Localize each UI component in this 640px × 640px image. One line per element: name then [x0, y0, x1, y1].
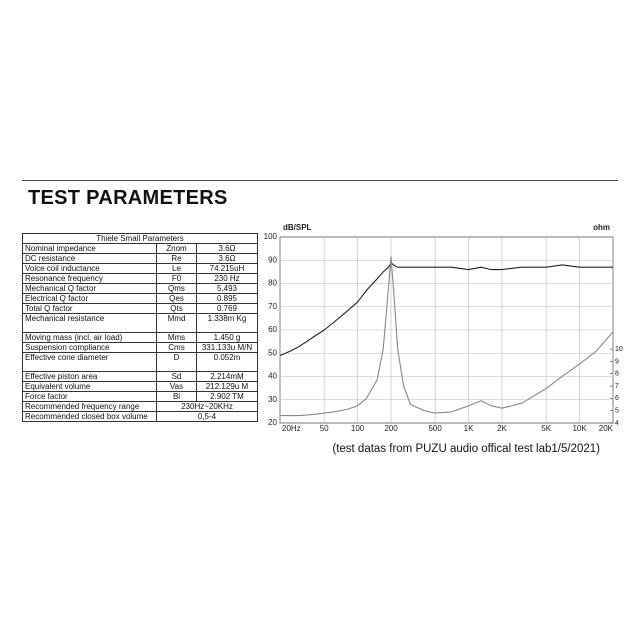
x-tick-label: 50	[320, 424, 329, 433]
footnote: (test datas from PUZU audio offical test…	[332, 443, 600, 455]
y-tick-label: 70	[268, 302, 277, 311]
y2-tick-label: 5	[615, 408, 619, 415]
x-tick-label: 500	[428, 424, 442, 433]
y2-tick-label: 10	[615, 346, 623, 353]
y2-axis-label: ohm	[593, 223, 610, 232]
x-tick-label: 5K	[541, 424, 551, 433]
header-rule	[22, 180, 618, 181]
y-tick-label: 20	[268, 418, 277, 427]
y2-tick-label: 9	[615, 358, 619, 365]
x-tick-label: 1K	[464, 424, 474, 433]
param-value: 0,5-4	[156, 411, 258, 422]
parameter-table: Thiele Small Parameters Nominal impedanc…	[22, 233, 258, 422]
table-row: Effective cone diameter D 0.052m	[22, 352, 258, 372]
y-axis-label: dB/SPL	[283, 223, 312, 232]
x-tick-label: 2K	[497, 424, 507, 433]
y-tick-label: 40	[268, 372, 277, 381]
y-tick-label: 100	[264, 232, 278, 241]
page-title: TEST PARAMETERS	[28, 187, 228, 209]
x-tick-label: 100	[351, 424, 365, 433]
x-tick-label: 20Hz	[282, 424, 301, 433]
y2-tick-label: 4	[615, 420, 619, 427]
table-row: Recommended closed box volume 0,5-4	[22, 411, 258, 422]
y2-tick-label: 7	[615, 383, 619, 390]
x-tick-label: 10K	[572, 424, 587, 433]
series-line	[280, 256, 614, 417]
series-line	[279, 262, 613, 357]
y2-tick-label: 8	[615, 371, 619, 378]
y2-tick-label: 6	[615, 395, 619, 402]
y-tick-label: 60	[268, 325, 277, 334]
y-tick-label: 90	[268, 255, 277, 264]
y-tick-label: 50	[268, 348, 277, 357]
y-tick-label: 30	[268, 395, 277, 404]
x-tick-label: 20K	[599, 424, 614, 433]
y-tick-label: 80	[268, 279, 277, 288]
x-tick-label: 200	[384, 424, 398, 433]
